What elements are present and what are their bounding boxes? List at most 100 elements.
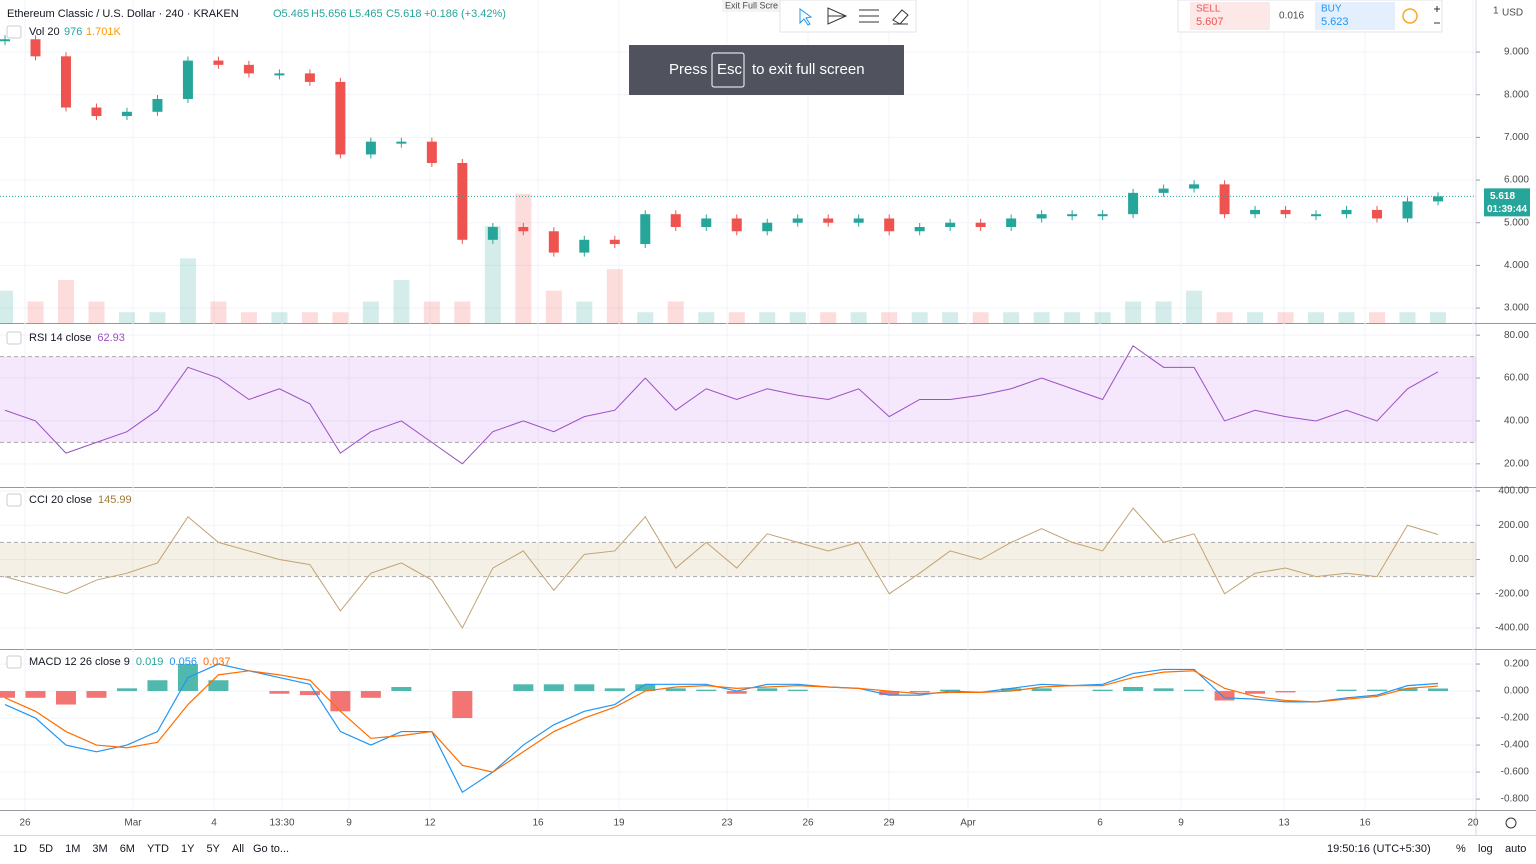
candle [487,226,498,240]
volume-bar [1003,312,1020,323]
candle [396,141,407,144]
histogram-bar [86,691,107,698]
volume-bar [423,301,440,323]
volume-bar [179,258,196,323]
volume-bar [27,301,44,323]
volume-bar [1308,312,1325,323]
fib-tool[interactable] [859,9,879,23]
volume-bar [515,193,532,323]
candle [1402,201,1413,219]
histogram-bar [1001,688,1022,692]
candle [0,39,10,42]
histogram-bar [25,691,46,698]
buy-button[interactable] [1315,2,1395,30]
goto[interactable]: Go to... [253,843,289,855]
y-tick-label: 20.00 [1504,458,1529,469]
y-tick-label: 6.000 [1504,175,1529,186]
candle [1189,184,1200,189]
volume-bar [484,226,501,323]
toolbar-hint[interactable]: Exit Full Scre [725,0,778,10]
cursor-tool[interactable] [799,8,813,26]
histogram-bar [696,689,717,692]
volume-bar [1064,312,1081,323]
sell-button[interactable] [1190,2,1270,30]
axis-top: 1 [1493,6,1499,17]
candle [945,222,956,227]
histogram-bar [543,684,564,692]
sell-label: SELL [1196,4,1221,15]
range-button[interactable]: 3M [92,843,107,855]
volume-bar [667,301,684,323]
histogram-bar [147,680,168,692]
log-toggle[interactable]: log [1478,843,1493,855]
last-price: 5.618 [1490,191,1515,202]
candle [91,107,102,117]
histogram-bar [574,684,595,692]
sell-price: 5.607 [1196,16,1224,28]
collapse-button[interactable] [6,331,22,345]
auto-toggle[interactable]: auto [1505,843,1526,855]
candle [1280,209,1291,215]
histogram-bar [1336,689,1357,692]
candle [609,239,620,245]
settings-icon[interactable] [1505,817,1517,829]
x-tick-label: 23 [721,818,733,829]
histogram-bar [1397,688,1418,692]
range-button[interactable]: All [232,843,244,855]
percent-toggle[interactable]: % [1456,843,1466,855]
volume-bar [1430,312,1446,323]
candle [1341,209,1352,215]
candle [1097,214,1108,217]
histogram-bar [1428,688,1448,692]
y-tick-label: -0.600 [1501,767,1530,778]
volume-bar [454,301,471,323]
y-tick-label: 8.000 [1504,89,1529,100]
drawing-toolbar [779,0,917,33]
candle [670,214,681,227]
eraser-tool[interactable] [892,9,909,25]
volume-bar [362,301,379,323]
y-tick-label: -0.800 [1501,794,1530,805]
histogram-bar [1184,689,1205,692]
candle [762,222,773,232]
x-tick-label: 19 [613,818,625,829]
vol-value: 976 [64,26,82,38]
volume-bar [301,312,318,323]
band [0,542,1476,577]
range-button[interactable]: 5D [39,843,53,855]
buy-price: 5.623 [1321,16,1349,28]
candle [1128,192,1139,215]
histogram-bar [940,689,961,692]
collapse-button[interactable] [6,25,22,39]
trend-tool[interactable] [827,7,848,25]
y-tick-label: 40.00 [1504,416,1529,427]
range-button[interactable]: 1Y [181,843,195,855]
histogram-bar [360,691,381,698]
range-button[interactable]: 1D [13,843,27,855]
range-button[interactable]: 6M [120,843,135,855]
x-tick-label: 13 [1278,818,1290,829]
volume-bar [1338,312,1355,323]
candle [731,218,742,232]
pane-legend: 145.99 [98,494,132,506]
x-tick-label: 6 [1097,818,1103,829]
histogram-bar [635,684,656,692]
candle [1311,214,1322,217]
y-tick-label: 400.00 [1498,486,1529,497]
ohlc-close: C5.618 [386,8,421,20]
pane-legend: CCI 20 close [29,494,92,506]
range-button[interactable]: 1M [65,843,80,855]
candle [792,218,803,223]
collapse-button[interactable] [6,493,22,507]
volume-bar [1033,312,1050,323]
info-icon[interactable] [1402,8,1418,24]
range-button[interactable]: YTD [147,843,169,855]
pane-legend: 62.93 [97,332,125,344]
zoom-buttons[interactable] [1434,6,1440,24]
range-button[interactable]: 5Y [206,843,220,855]
histogram-bar [1031,688,1052,692]
volume-bar [332,312,349,323]
collapse-button[interactable] [6,655,22,669]
vol-ma: 1.701K [86,26,122,38]
